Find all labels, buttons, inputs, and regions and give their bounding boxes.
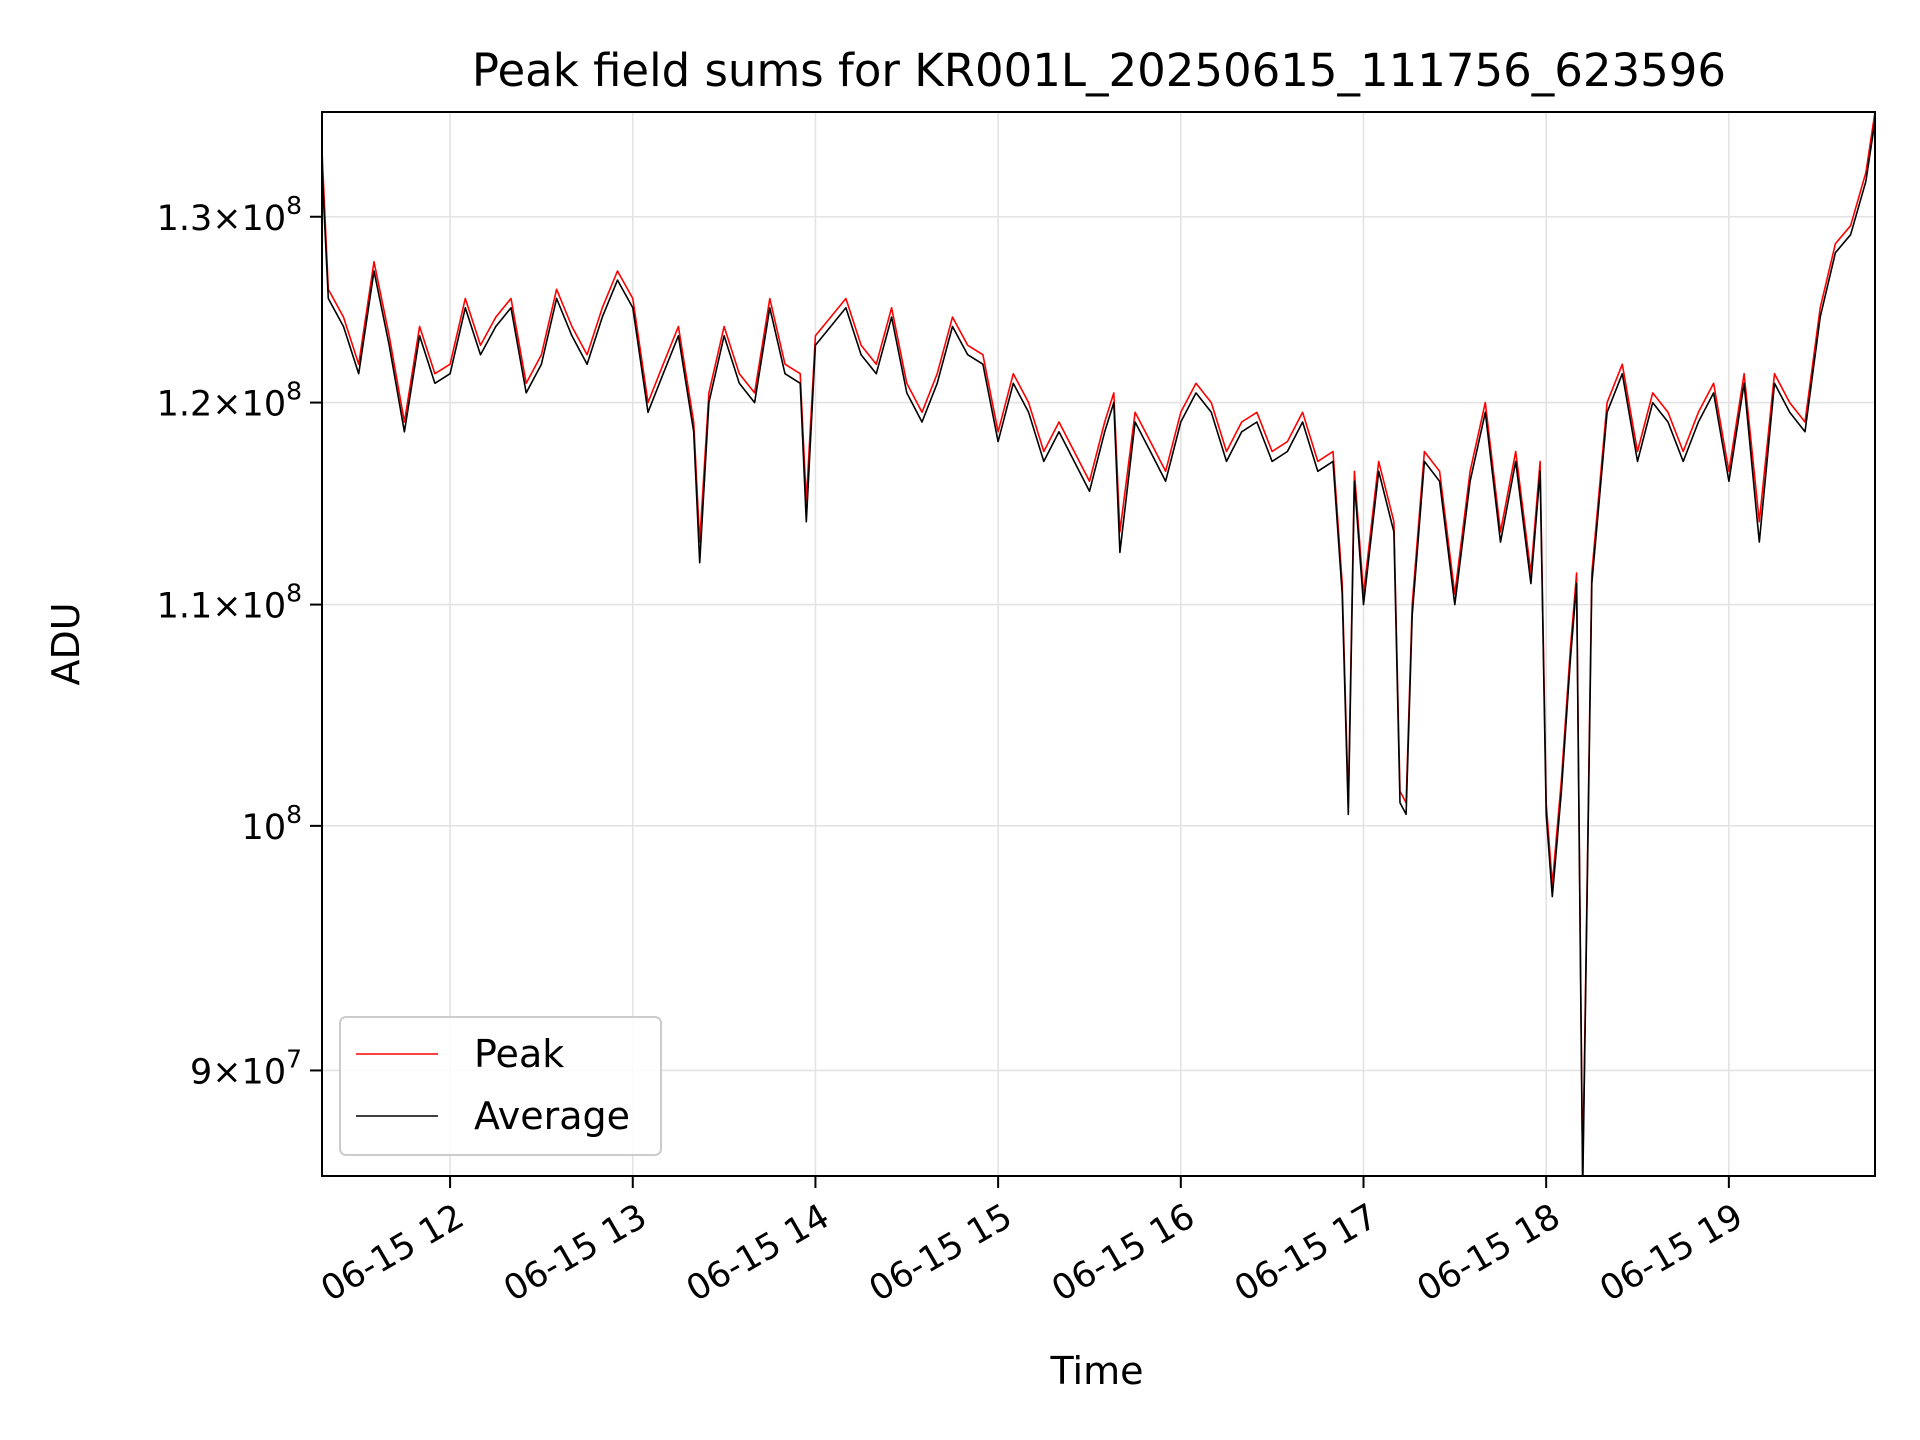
x-axis-label: Time bbox=[1050, 1349, 1144, 1393]
series-layer bbox=[322, 112, 1875, 1176]
y-tick-label: 1.1×108 bbox=[157, 579, 302, 627]
y-tick-label: 1.2×108 bbox=[157, 377, 302, 425]
legend-label-peak: Peak bbox=[474, 1032, 564, 1076]
legend: Peak Average bbox=[339, 1016, 662, 1156]
y-tick-label: 108 bbox=[242, 800, 302, 848]
legend-label-average: Average bbox=[474, 1094, 630, 1138]
series-line-peak bbox=[322, 112, 1875, 1176]
chart-title: Peak field sums for KR001L_20250615_1117… bbox=[472, 44, 1726, 97]
legend-box bbox=[339, 1016, 662, 1156]
y-axis: 9×107 108 1.1×108 1.2×108 1.3×108 bbox=[157, 191, 322, 1092]
plot-frame bbox=[321, 111, 1876, 1177]
y-axis-label: ADU bbox=[44, 602, 88, 685]
series-line-average bbox=[322, 120, 1875, 1176]
y-tick-label: 1.3×108 bbox=[157, 191, 302, 239]
y-tick-label: 9×107 bbox=[190, 1044, 302, 1092]
